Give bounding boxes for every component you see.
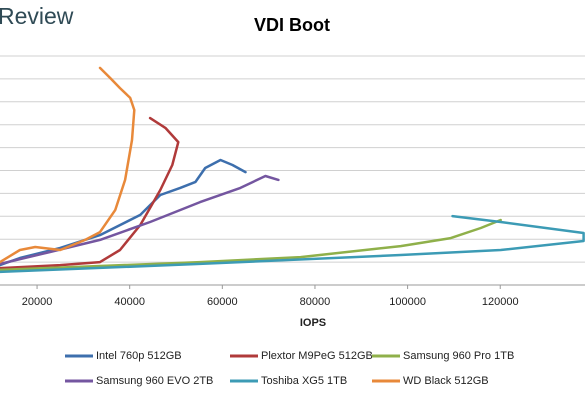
watermark: Review bbox=[0, 3, 74, 29]
legend-label: WD Black 512GB bbox=[403, 375, 489, 387]
legend-label: Toshiba XG5 1TB bbox=[261, 375, 347, 387]
series-line bbox=[0, 218, 502, 272]
x-tick-label: 20000 bbox=[22, 296, 53, 308]
chart-title: VDI Boot bbox=[254, 15, 330, 35]
series-line bbox=[0, 116, 180, 270]
x-tick-label: 40000 bbox=[114, 296, 145, 308]
series-line bbox=[0, 174, 280, 266]
legend-label: Plextor M9PeG 512GB bbox=[261, 350, 373, 362]
legend: Intel 760p 512GB Plextor M9PeG 512GB Samsu… bbox=[65, 350, 514, 387]
legend-label: Samsung 960 EVO 2TB bbox=[96, 375, 213, 387]
series-line bbox=[0, 214, 585, 274]
plot bbox=[0, 66, 585, 274]
legend-label: Intel 760p 512GB bbox=[96, 350, 182, 362]
x-tick-label: 60000 bbox=[207, 296, 238, 308]
legend-label: Samsung 960 Pro 1TB bbox=[403, 350, 514, 362]
x-tick-label: 80000 bbox=[300, 296, 331, 308]
x-tick-label: 100000 bbox=[389, 296, 426, 308]
series-line bbox=[0, 66, 136, 264]
grid: 20000 40000 60000 80000 100000 120000 bbox=[0, 55, 585, 308]
x-axis-label: IOPS bbox=[300, 317, 326, 329]
x-tick-label: 120000 bbox=[482, 296, 519, 308]
series-line bbox=[0, 158, 247, 267]
